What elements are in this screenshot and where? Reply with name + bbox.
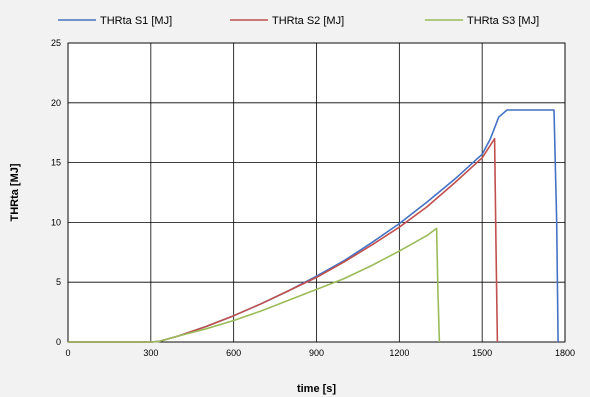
x-tick-label: 1500 — [472, 348, 492, 358]
x-tick-label: 600 — [226, 348, 241, 358]
grid — [67, 42, 566, 343]
x-tick-label: 1200 — [389, 348, 409, 358]
legend-label-1: THRta S1 [MJ] — [100, 15, 172, 27]
legend-label-2: THRta S2 [MJ] — [272, 15, 344, 27]
y-tick-label: 20 — [51, 98, 61, 108]
y-tick-label: 0 — [56, 337, 61, 347]
y-tick-label: 5 — [56, 277, 61, 287]
legend-item-1: THRta S1 [MJ] — [58, 15, 172, 27]
legend-item-3: THRta S3 [MJ] — [425, 15, 539, 27]
series-group — [68, 109, 559, 343]
series-line-3 — [68, 227, 441, 343]
legend-label-3: THRta S3 [MJ] — [467, 15, 539, 27]
y-tick-label: 15 — [51, 158, 61, 168]
x-tick-label: 1800 — [555, 348, 575, 358]
x-axis-title: time [s] — [297, 383, 336, 395]
y-tick-label: 25 — [51, 38, 61, 48]
y-tick-label: 10 — [51, 217, 61, 227]
y-axis: 0 5 10 15 20 25 — [51, 38, 61, 347]
y-axis-title: THRta [MJ] — [9, 163, 21, 221]
x-axis: 0 300 600 900 1200 1500 1800 — [65, 348, 575, 358]
legend-item-2: THRta S2 [MJ] — [230, 15, 344, 27]
x-tick-label: 900 — [309, 348, 324, 358]
legend: THRta S1 [MJ] THRta S2 [MJ] THRta S3 [MJ] — [58, 15, 539, 27]
x-tick-label: 300 — [143, 348, 158, 358]
x-tick-label: 0 — [65, 348, 70, 358]
